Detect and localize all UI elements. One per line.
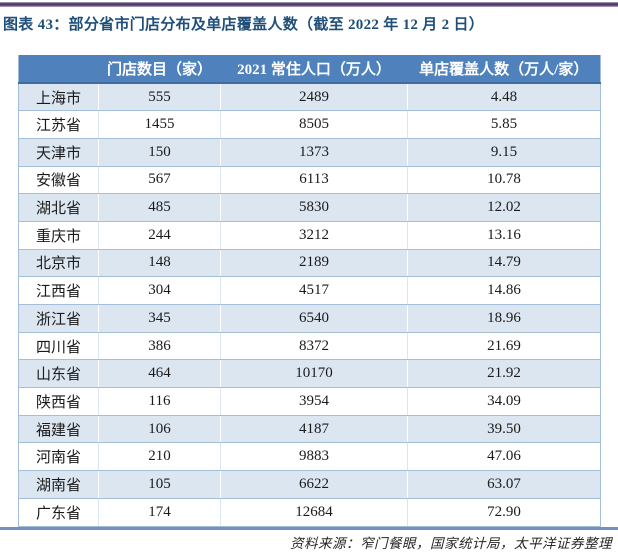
- population-cell: 2489: [220, 83, 408, 112]
- table-row: 湖南省 105 6622 63.07: [18, 470, 601, 499]
- table-row: 上海市 555 2489 4.48: [18, 83, 601, 112]
- province-cell: 陕西省: [18, 387, 99, 416]
- store-count-cell: 485: [98, 193, 221, 222]
- population-cell: 5830: [220, 193, 408, 222]
- coverage-cell: 34.09: [407, 387, 601, 416]
- province-cell: 四川省: [18, 332, 99, 361]
- coverage-cell: 63.07: [407, 470, 601, 499]
- store-count-cell: 116: [98, 387, 221, 416]
- population-cell: 4187: [220, 415, 408, 444]
- store-count-cell: 464: [98, 359, 221, 389]
- store-count-cell: 1455: [98, 110, 221, 139]
- store-count-cell: 345: [98, 304, 221, 333]
- population-cell: 6622: [220, 470, 408, 499]
- province-cell: 北京市: [18, 249, 99, 278]
- store-count-cell: 106: [98, 415, 221, 444]
- province-cell: 江西省: [18, 276, 99, 305]
- coverage-cell: 72.90: [407, 498, 601, 527]
- province-cell: 河南省: [18, 442, 99, 472]
- population-cell: 6540: [220, 304, 408, 333]
- col-header-province: [18, 55, 99, 84]
- province-cell: 福建省: [18, 415, 99, 444]
- table-header-row: 门店数目（家） 2021 常住人口（万人） 单店覆盖人数（万人/家）: [18, 55, 601, 84]
- province-cell: 山东省: [18, 359, 99, 389]
- table-row: 安徽省 567 6113 10.78: [18, 166, 601, 195]
- coverage-cell: 13.16: [407, 221, 601, 250]
- source-note: 资料来源：窄门餐眼，国家统计局，太平洋证券整理: [290, 536, 612, 551]
- population-cell: 3212: [220, 221, 408, 250]
- table-row: 福建省 106 4187 39.50: [18, 415, 601, 444]
- bottom-rule: [0, 527, 618, 530]
- coverage-cell: 47.06: [407, 442, 601, 472]
- population-cell: 12684: [220, 498, 408, 527]
- col-header-population-2021: 2021 常住人口（万人）: [220, 55, 408, 84]
- population-cell: 1373: [220, 138, 408, 167]
- coverage-cell: 14.86: [407, 276, 601, 305]
- population-cell: 6113: [220, 166, 408, 195]
- province-cell: 浙江省: [18, 304, 99, 333]
- coverage-cell: 4.48: [407, 83, 601, 112]
- data-table: 门店数目（家） 2021 常住人口（万人） 单店覆盖人数（万人/家） 上海市 55…: [18, 55, 601, 527]
- store-count-cell: 555: [98, 83, 221, 112]
- coverage-cell: 9.15: [407, 138, 601, 167]
- population-cell: 8372: [220, 332, 408, 361]
- province-cell: 江苏省: [18, 110, 99, 139]
- table-row: 广东省 174 12684 72.90: [18, 498, 601, 527]
- store-count-cell: 210: [98, 442, 221, 472]
- population-cell: 8505: [220, 110, 408, 139]
- store-count-cell: 304: [98, 276, 221, 305]
- coverage-cell: 14.79: [407, 249, 601, 278]
- store-count-cell: 148: [98, 249, 221, 278]
- table-row: 江西省 304 4517 14.86: [18, 276, 601, 305]
- coverage-cell: 10.78: [407, 166, 601, 195]
- store-count-cell: 244: [98, 221, 221, 250]
- table-row: 浙江省 345 6540 18.96: [18, 304, 601, 333]
- col-header-store-count: 门店数目（家）: [98, 55, 221, 84]
- table-row: 北京市 148 2189 14.79: [18, 249, 601, 278]
- table-row: 重庆市 244 3212 13.16: [18, 221, 601, 250]
- coverage-cell: 21.69: [407, 332, 601, 361]
- province-cell: 湖南省: [18, 470, 99, 499]
- province-cell: 安徽省: [18, 166, 99, 195]
- store-count-cell: 567: [98, 166, 221, 195]
- store-count-cell: 174: [98, 498, 221, 527]
- population-cell: 2189: [220, 249, 408, 278]
- table-row: 天津市 150 1373 9.15: [18, 138, 601, 167]
- figure-title: 图表 43：部分省市门店分布及单店覆盖人数（截至 2022 年 12 月 2 日…: [3, 17, 485, 33]
- table-row: 河南省 210 9883 47.06: [18, 442, 601, 472]
- population-cell: 10170: [220, 359, 408, 389]
- coverage-cell: 39.50: [407, 415, 601, 444]
- coverage-cell: 18.96: [407, 304, 601, 333]
- province-cell: 上海市: [18, 83, 99, 112]
- table-row: 江苏省 1455 8505 5.85: [18, 110, 601, 139]
- table-row: 湖北省 485 5830 12.02: [18, 193, 601, 222]
- top-rule: [0, 2, 618, 7]
- population-cell: 4517: [220, 276, 408, 305]
- population-cell: 3954: [220, 387, 408, 416]
- store-count-cell: 150: [98, 138, 221, 167]
- province-cell: 广东省: [18, 498, 99, 527]
- store-count-cell: 105: [98, 470, 221, 499]
- table-row: 山东省 464 10170 21.92: [18, 359, 601, 389]
- table-header: 门店数目（家） 2021 常住人口（万人） 单店覆盖人数（万人/家）: [18, 55, 601, 84]
- coverage-cell: 5.85: [407, 110, 601, 139]
- province-cell: 湖北省: [18, 193, 99, 222]
- coverage-cell: 21.92: [407, 359, 601, 389]
- province-cell: 天津市: [18, 138, 99, 167]
- table-row: 陕西省 116 3954 34.09: [18, 387, 601, 416]
- col-header-coverage-per-store: 单店覆盖人数（万人/家）: [407, 55, 601, 84]
- population-cell: 9883: [220, 442, 408, 472]
- province-cell: 重庆市: [18, 221, 99, 250]
- coverage-cell: 12.02: [407, 193, 601, 222]
- table-row: 四川省 386 8372 21.69: [18, 332, 601, 361]
- store-count-cell: 386: [98, 332, 221, 361]
- table-body: 上海市 555 2489 4.48 江苏省 1455 8505 5.85 天津市 150 1373 9…: [18, 83, 601, 527]
